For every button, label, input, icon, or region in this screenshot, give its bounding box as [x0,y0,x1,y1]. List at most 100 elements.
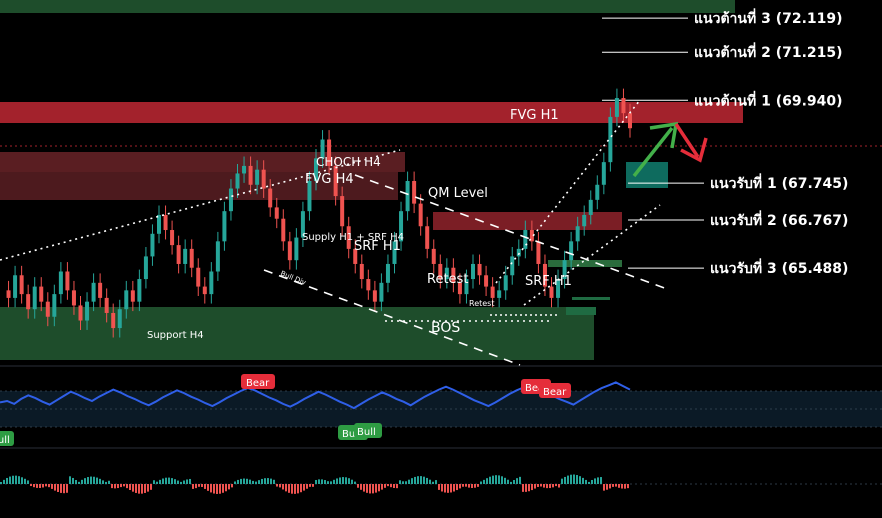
histogram-bar [540,484,542,487]
histogram-bar [207,484,209,491]
histogram-bar [90,476,92,484]
label-retest-big: Retest [427,272,468,287]
candle-body [6,290,11,298]
histogram-bar [198,484,200,487]
level-label-resistance: แนวต้านที่ 3 (72.119) [694,8,843,27]
candle-body [490,286,495,298]
label-choch-h4: CHOCH H4 [316,155,381,169]
histogram-bar [150,484,152,490]
histogram-bar [480,481,482,484]
histogram-bar [126,484,128,489]
histogram-bar [219,484,221,494]
histogram-bar [3,479,5,484]
trendline-rise-lower [523,204,661,306]
histogram-bar [108,480,110,484]
candle-body [516,248,521,257]
candle-body [379,282,384,302]
histogram-bar [606,484,608,490]
candle-body [412,181,417,204]
price-series [6,88,632,338]
histogram-bar [138,484,140,494]
label-support-h4: Support H4 [147,330,204,341]
histogram-bar [330,481,332,484]
histogram-bar [69,476,71,484]
histogram-bar [186,479,188,484]
levels-layer: แนวต้านที่ 3 (72.119) แนวต้านที่ 2 (71.21… [602,8,848,277]
candle-body [71,290,76,306]
histogram-bar [285,484,287,492]
svg-text:Bull: Bull [342,429,361,440]
level-label-support: แนวรับที่ 2 (66.767) [710,210,848,229]
histogram-bar [612,484,614,487]
histogram-bar [288,484,290,493]
histogram-bar [114,484,116,489]
candle-body [392,241,397,264]
histogram-bar [120,484,122,488]
candle-body [78,305,83,321]
candle-body [399,211,404,242]
histogram-bar [300,484,302,493]
histogram-bar [426,477,428,484]
histogram-bar [78,481,80,484]
label-qm-level: QM Level [428,186,488,201]
indicator-pane [0,381,882,428]
svg-text:Bull: Bull [357,427,376,438]
histogram-bar [600,477,602,484]
histogram-bar [117,484,119,489]
histogram-bar [261,478,263,484]
histogram-bar [507,479,509,484]
histogram-bar [345,477,347,484]
zone-fvg-h1 [0,102,743,123]
histogram-bar [294,484,296,494]
histogram-bar [378,484,380,492]
svg-text:Bear: Bear [525,383,549,394]
candle-body [438,263,443,280]
candle-body [215,241,220,272]
histogram-bar [327,481,329,484]
histogram-bar [474,484,476,488]
histogram-bar [495,475,497,484]
histogram-bar [66,484,68,493]
candle-body [628,113,632,129]
histogram-bar [234,481,236,484]
candle-body [248,165,253,185]
histogram-bar [462,484,464,487]
histogram-bar [405,481,407,484]
histogram-bar [624,484,626,489]
candle-body [104,297,109,313]
candle-body [85,301,90,321]
histogram-bar [57,484,59,493]
candle-body [444,267,449,280]
level-label-resistance: แนวต้านที่ 1 (69.940) [694,90,843,109]
histogram-bar [240,478,242,484]
histogram-bar [513,479,515,484]
level-label-resistance: แนวต้านที่ 2 (71.215) [694,42,843,61]
histogram-bar [213,484,215,494]
histogram-bar [195,484,197,489]
histogram-bar [510,481,512,484]
candle-body [418,203,423,227]
candle-body [529,230,534,242]
histogram-bar [588,481,590,484]
candle-body [202,286,207,295]
candle-body [274,207,279,219]
histogram-bar [546,484,548,489]
candle-body [425,226,430,249]
candle-body [471,263,475,280]
histogram-bar [333,479,335,484]
histogram-bar [627,484,629,489]
trendlines-layer [0,99,671,366]
candle-body [346,226,351,249]
histogram-bar [579,476,581,484]
histogram-bar [477,484,479,487]
histogram-bar [276,484,278,487]
histogram-bar [420,476,422,484]
candle-body [130,290,135,302]
candle-body [405,181,410,212]
histogram-bar [558,484,560,488]
candle-body [595,184,600,200]
candle-body [340,196,345,227]
histogram-bar [225,484,227,492]
candle-body [549,286,554,298]
